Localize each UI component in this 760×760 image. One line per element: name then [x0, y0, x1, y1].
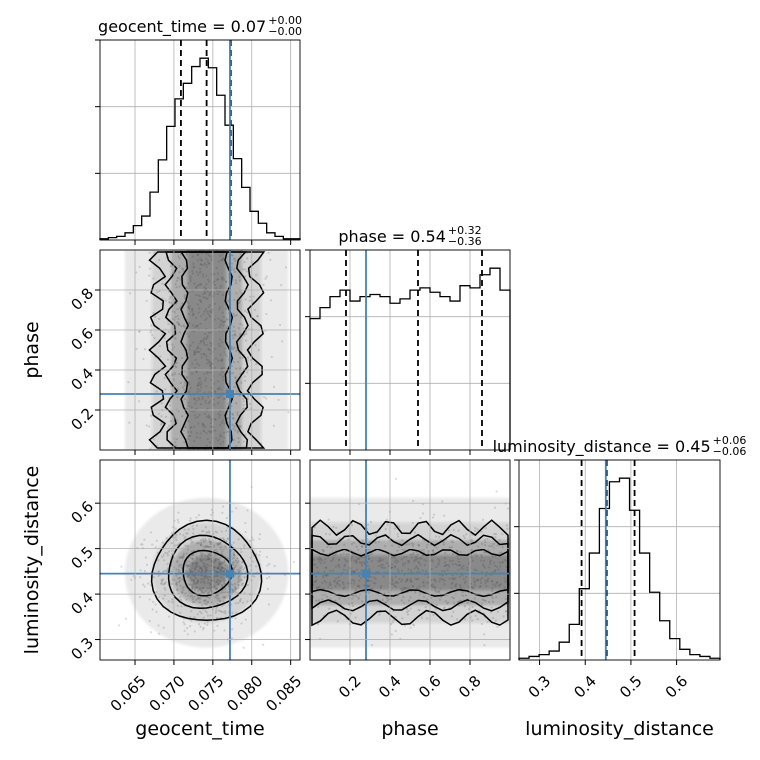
truth-marker — [362, 569, 370, 578]
scatter-point — [117, 624, 121, 627]
density-shading — [310, 497, 510, 648]
x-tick-label-geocent_time: 0.075 — [184, 672, 227, 715]
panel-frame-2-0 — [99, 459, 301, 661]
hist-panel-geocent_time — [95, 39, 301, 245]
density-band — [310, 555, 510, 591]
scatter-point — [292, 560, 295, 564]
grid-1-0 — [95, 250, 300, 455]
x-tick-label-luminosity_distance: 0.3 — [525, 672, 555, 702]
panel-frame-0-0 — [99, 39, 301, 241]
histogram-geocent_time — [99, 57, 301, 240]
contour-level-0 — [311, 519, 509, 627]
grid-2-1 — [305, 460, 510, 665]
x-tick-label-geocent_time: 0.085 — [262, 672, 305, 715]
x-tick-label-luminosity_distance: 0.6 — [662, 672, 692, 702]
scatter-point — [124, 617, 128, 620]
histogram-luminosity_distance — [518, 477, 721, 660]
scatter-point — [120, 565, 123, 568]
title-plus: +0.06 — [713, 434, 747, 447]
panel-frame-1-0 — [99, 249, 301, 451]
density-band — [187, 250, 226, 450]
scatter-panel-geocent_time-vs-phase — [100, 250, 300, 450]
y-tick-label-luminosity_distance: 0.5 — [67, 543, 97, 573]
panel-frame-2-2 — [518, 459, 721, 661]
density-ellipse — [187, 555, 226, 591]
title-luminosity_distance: luminosity_distance = 0.45 +0.06−0.06 — [493, 434, 747, 458]
scatter-contents-2-0 — [100, 460, 300, 660]
scatter-point — [394, 477, 398, 480]
contour-level-2 — [311, 548, 509, 598]
scatter-point — [495, 490, 498, 493]
x-axis-label-phase: phase — [381, 718, 438, 740]
panels-layer — [95, 39, 721, 665]
contour-level-2 — [182, 549, 233, 597]
contour-level-1 — [311, 533, 509, 612]
x-tick-label-geocent_time: 0.065 — [107, 672, 150, 715]
truth-marker — [225, 390, 234, 398]
panel-frame-2-1 — [309, 459, 511, 661]
y-tick-label-luminosity_distance: 0.6 — [67, 498, 97, 528]
y-axis-label-luminosity_distance: luminosity_distance — [21, 466, 43, 655]
title-text: luminosity_distance = 0.45 — [493, 437, 711, 457]
histogram-phase — [309, 267, 511, 450]
title-minus: −0.36 — [448, 235, 482, 248]
density-shading — [124, 497, 289, 648]
panel-frame-1-1 — [309, 249, 511, 451]
grid-2-0 — [95, 460, 300, 665]
title-text: phase = 0.54 — [338, 227, 445, 246]
x-axis-label-geocent_time: geocent_time — [135, 718, 264, 740]
x-tick-label-phase: 0.8 — [455, 672, 485, 702]
contour-level-0 — [148, 251, 266, 449]
scatter-contents-1-0 — [100, 250, 300, 450]
title-phase: phase = 0.54 +0.32−0.36 — [338, 224, 481, 248]
x-tick-label-phase: 0.6 — [415, 672, 445, 702]
hist-panel-phase — [305, 249, 511, 455]
title-minus: −0.00 — [268, 25, 302, 38]
scatter-contents-2-1 — [310, 460, 510, 660]
title-plus: +0.32 — [448, 224, 482, 237]
x-axis-label-luminosity_distance: luminosity_distance — [525, 718, 714, 740]
truth-marker — [225, 569, 234, 578]
x-tick-label-luminosity_distance: 0.4 — [570, 672, 600, 702]
title-geocent_time: geocent_time = 0.07 +0.00−0.00 — [98, 14, 302, 38]
y-tick-label-phase: 0.6 — [67, 324, 97, 354]
scatter-point — [262, 643, 265, 646]
scatter-point — [242, 646, 245, 649]
scatter-panel-geocent_time-vs-luminosity_distance — [100, 460, 300, 660]
title-minus: −0.06 — [713, 445, 747, 458]
x-tick-label-geocent_time: 0.080 — [223, 672, 266, 715]
contour-level-0 — [150, 519, 263, 621]
x-tick-label-phase: 0.4 — [375, 672, 405, 702]
y-tick-label-phase: 0.4 — [67, 364, 97, 394]
y-tick-label-luminosity_distance: 0.4 — [67, 588, 97, 618]
contour-level-1 — [164, 251, 249, 449]
y-tick-label-luminosity_distance: 0.3 — [67, 634, 97, 664]
hist-panel-luminosity_distance — [514, 459, 721, 665]
scatter-point — [150, 631, 153, 634]
y-axis-label-phase: phase — [21, 321, 43, 378]
y-tick-label-phase: 0.8 — [67, 284, 97, 314]
scatter-panel-phase-vs-luminosity_distance — [310, 460, 510, 660]
x-tick-label-geocent_time: 0.070 — [146, 672, 189, 715]
title-plus: +0.00 — [268, 14, 302, 27]
x-tick-label-phase: 0.2 — [335, 672, 365, 702]
contour-level-1 — [167, 534, 249, 610]
y-tick-label-phase: 0.2 — [67, 404, 97, 434]
x-tick-label-luminosity_distance: 0.5 — [616, 672, 646, 702]
title-text: geocent_time = 0.07 — [98, 17, 266, 37]
